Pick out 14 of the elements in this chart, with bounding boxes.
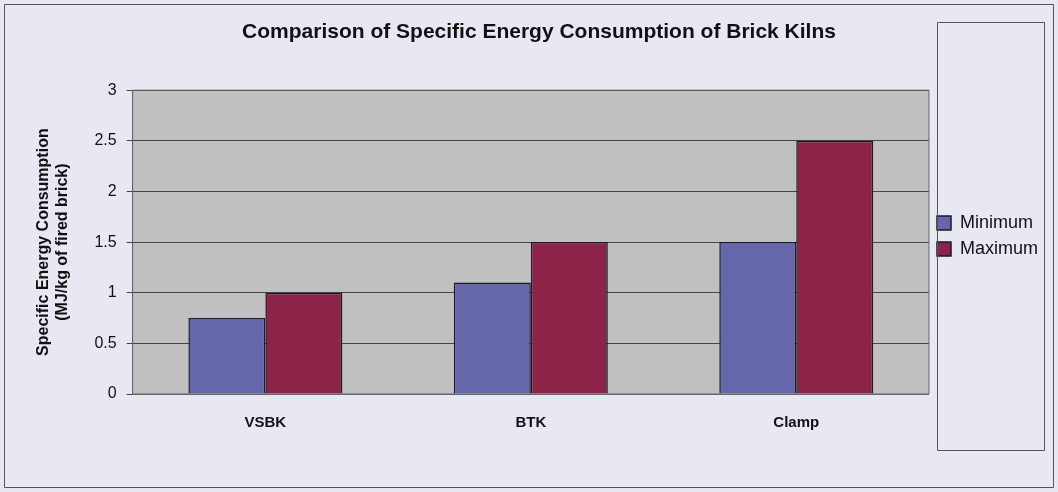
x-tick-label: Clamp xyxy=(773,413,820,431)
legend-label: Minimum xyxy=(960,211,1034,232)
x-tick-label: VSBK xyxy=(244,413,287,431)
x-tick-label: BTK xyxy=(515,413,547,431)
y-tick-label: 2 xyxy=(107,181,117,199)
chart-title: Comparison of Specific Energy Consumption of Brick Kilns xyxy=(242,19,836,43)
y-axis-title: Specific Energy Consumption (MJ/kg of fired brick) xyxy=(34,128,71,356)
y-tick-label: 0 xyxy=(107,384,117,402)
y-tick-label: 0.5 xyxy=(94,333,117,351)
y-tick-label: 2.5 xyxy=(94,131,117,149)
y-tick-label: 3 xyxy=(107,80,117,98)
y-tick-label: 1 xyxy=(107,283,117,301)
legend-label: Maximum xyxy=(960,237,1039,258)
y-tick-label: 1.5 xyxy=(94,232,117,250)
